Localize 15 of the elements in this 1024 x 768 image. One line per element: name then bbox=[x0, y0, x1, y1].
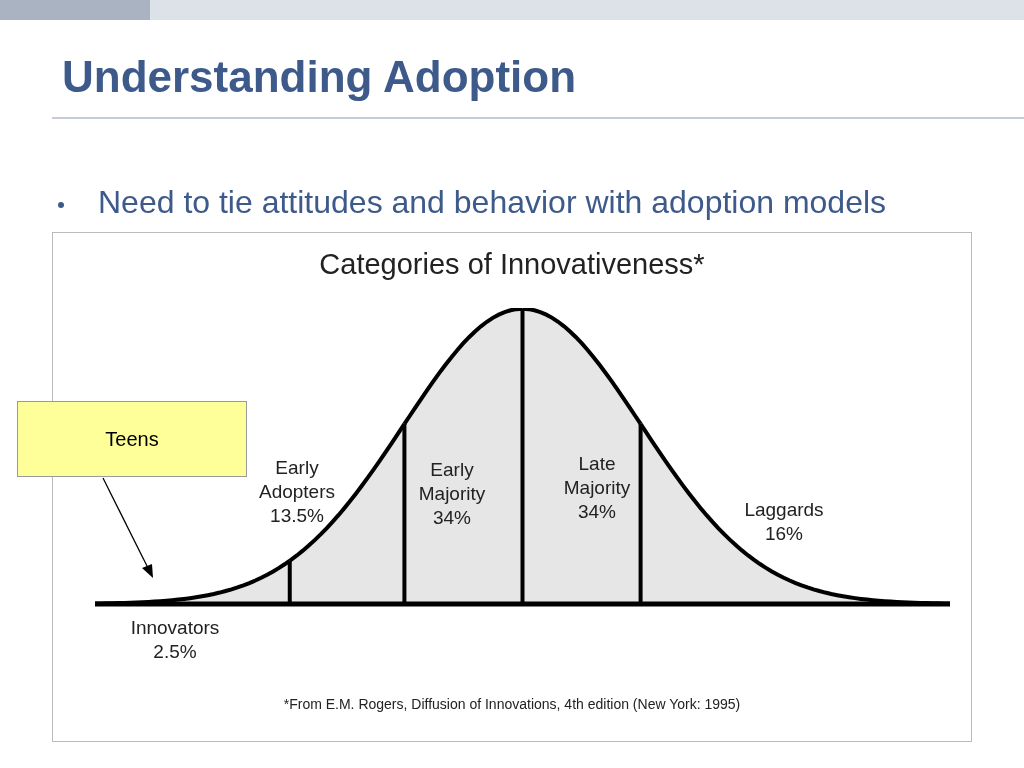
text: Understanding Adoption bbox=[62, 52, 577, 102]
category-label: Early Adopters bbox=[257, 456, 336, 504]
text: Need to tie attitudes and behavior with adoption models bbox=[98, 184, 887, 220]
text: *From E.M. Rogers, Diffusion of Innovations, 4th edition (New York: 1995) bbox=[282, 696, 742, 712]
data-label: 34% bbox=[577, 500, 617, 524]
text: Categories of Innovativeness* bbox=[318, 248, 706, 281]
text: Teens bbox=[17, 401, 247, 477]
data-label: 2.5% bbox=[152, 640, 198, 664]
category-label: Laggards bbox=[743, 498, 825, 522]
data-label: 34% bbox=[432, 506, 472, 530]
category-label: Early Majority bbox=[417, 458, 487, 506]
data-label: 16% bbox=[764, 522, 804, 546]
category-label: Innovators bbox=[129, 616, 221, 640]
category-label: Late Majority bbox=[562, 452, 632, 500]
data-label: 13.5% bbox=[269, 504, 325, 528]
